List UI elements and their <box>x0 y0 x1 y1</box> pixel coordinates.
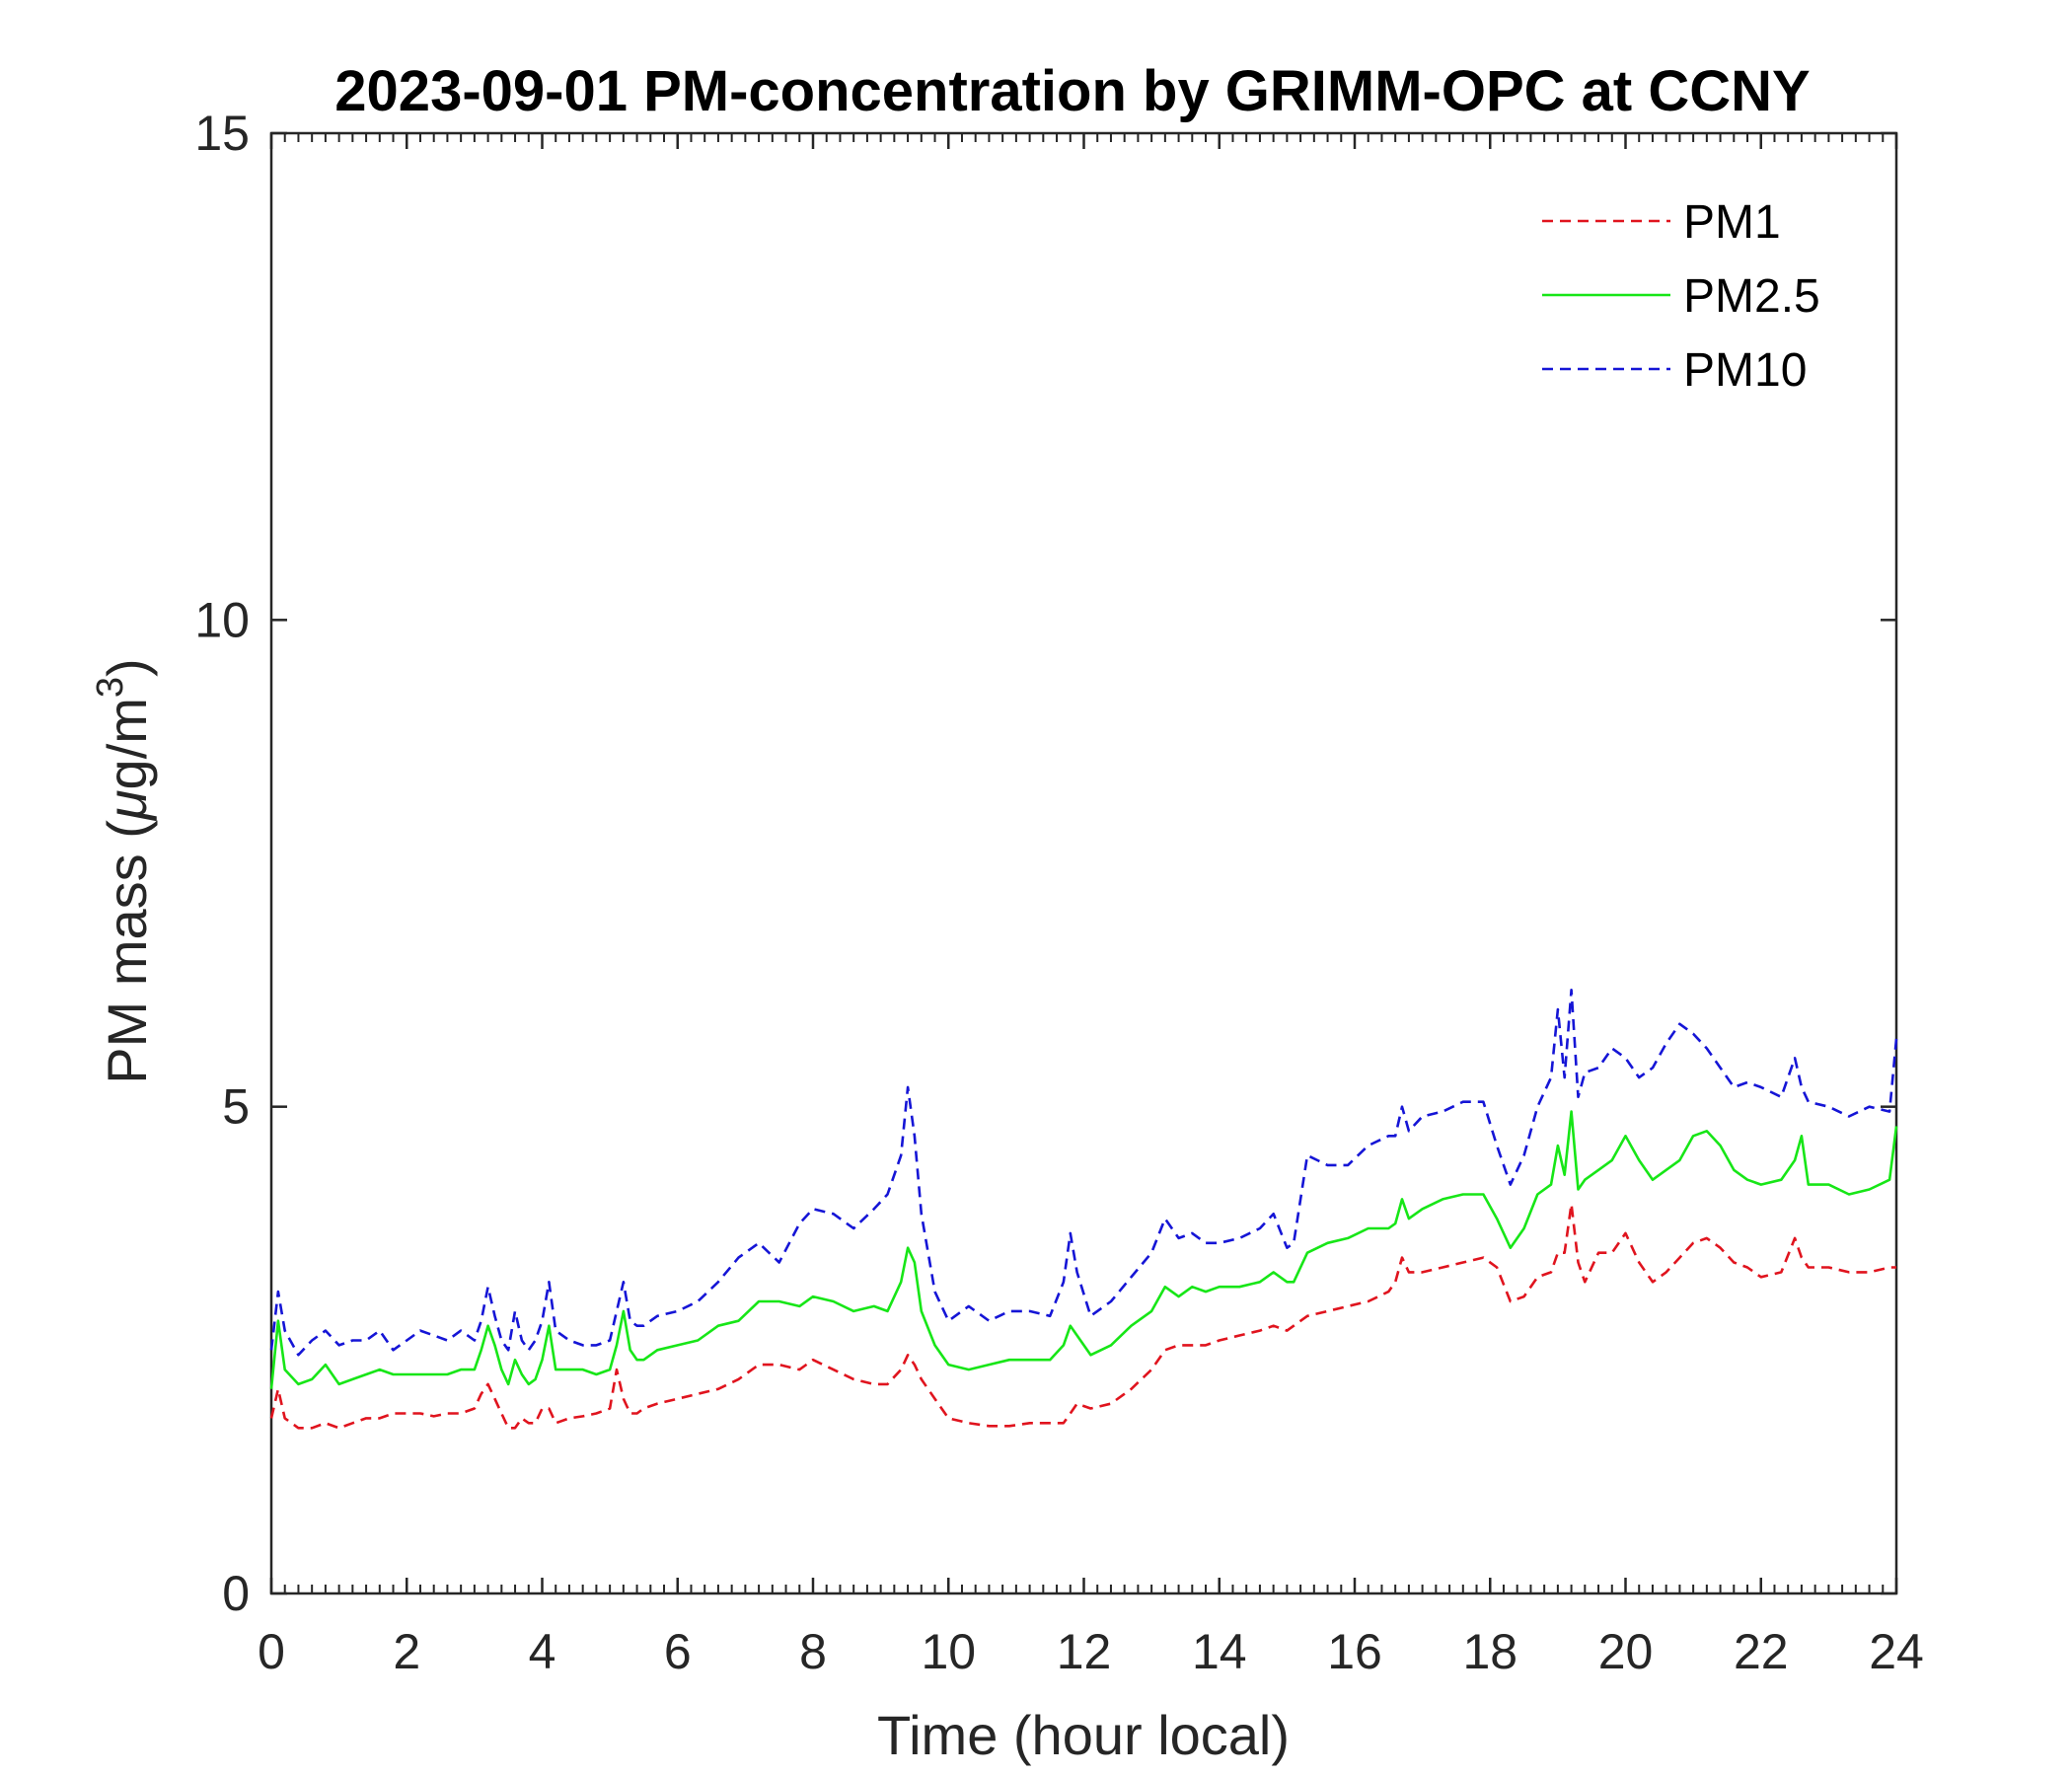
legend-label-pm1: PM1 <box>1683 196 1781 249</box>
legend: PM1 PM2.5 PM10 <box>1542 196 1820 397</box>
series-line-pm2-5 <box>269 1110 1898 1389</box>
y-axis-label-close: ) <box>96 658 158 677</box>
x-tick-label: 0 <box>258 1624 285 1679</box>
y-axis-label-mu: μ <box>96 789 158 822</box>
x-tick-label: 16 <box>1327 1624 1382 1679</box>
x-tick-label: 4 <box>529 1624 556 1679</box>
x-tick-label: 6 <box>664 1624 692 1679</box>
y-axis-label: PM mass (μg/m3) <box>90 658 158 1083</box>
x-tick-label: 2 <box>393 1624 420 1679</box>
x-tick-label: 20 <box>1598 1624 1654 1679</box>
series-line-pm10 <box>269 988 1898 1357</box>
y-tick-label: 0 <box>222 1566 250 1621</box>
y-tick-label: 5 <box>222 1079 250 1135</box>
y-axis-label-superscript: 3 <box>90 677 131 698</box>
legend-label-pm2-5: PM2.5 <box>1683 270 1820 323</box>
y-tick-label: 15 <box>194 106 250 161</box>
y-tick-label: 10 <box>194 592 250 647</box>
x-tick-label: 10 <box>921 1624 976 1679</box>
y-axis-label-unit: g/m <box>96 698 158 789</box>
data-series-group <box>269 988 1898 1430</box>
y-axis-label-main: PM mass ( <box>96 820 158 1084</box>
x-tick-label: 8 <box>799 1624 827 1679</box>
x-tick-labels: 0 2 4 6 8 10 12 14 16 18 20 22 24 <box>258 1624 1924 1679</box>
axis-major-ticks <box>269 131 1898 1595</box>
series-line-pm1 <box>269 1203 1896 1430</box>
x-minor-ticks <box>270 133 1897 1593</box>
x-tick-label: 12 <box>1057 1624 1112 1679</box>
x-tick-label: 24 <box>1869 1624 1924 1679</box>
legend-label-pm10: PM10 <box>1683 344 1807 397</box>
plot-area-box <box>269 131 1898 1595</box>
chart-title: 2023-09-01 PM-concentration by GRIMM-OPC… <box>334 59 1810 123</box>
x-tick-label: 18 <box>1462 1624 1517 1679</box>
y-tick-labels: 0 5 10 15 <box>194 106 250 1621</box>
x-axis-label: Time (hour local) <box>877 1704 1290 1766</box>
x-tick-label: 22 <box>1734 1624 1789 1679</box>
x-tick-label: 14 <box>1192 1624 1247 1679</box>
